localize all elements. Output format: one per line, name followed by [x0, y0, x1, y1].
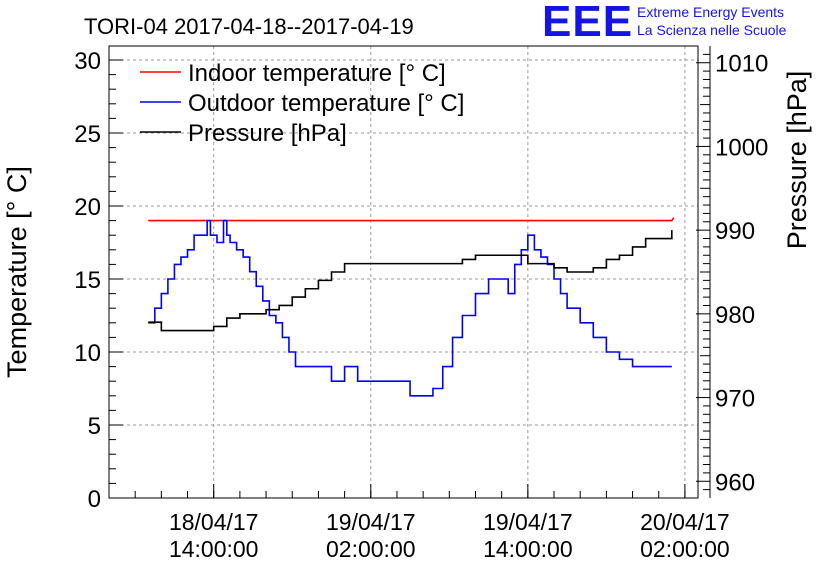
indoor-temperature-line: [148, 217, 675, 222]
y-tick-label: 25: [74, 121, 101, 148]
chart-title: TORI-04 2017-04-18--2017-04-19: [84, 14, 414, 39]
legend: Indoor temperature [° C] Outdoor temperat…: [140, 60, 464, 147]
y2-tick-label: 970: [715, 386, 755, 413]
x-tick-label-date: 20/04/17: [640, 509, 730, 535]
eee-logo-mark: EEE: [542, 0, 634, 46]
x-tick-label-date: 18/04/17: [169, 509, 259, 535]
y2-tick-label: 960: [715, 469, 755, 496]
pressure-line: [148, 230, 673, 332]
y-axis-title: Temperature [° C]: [2, 166, 32, 378]
y-tick-label: 15: [74, 267, 101, 294]
y-tick-label: 0: [88, 486, 101, 513]
eee-logo-line1: Extreme Energy Events: [637, 4, 785, 20]
x-tick-label-date: 19/04/17: [483, 509, 573, 535]
y2-axis-title: Pressure [hPa]: [782, 71, 812, 250]
x-tick-label-time: 14:00:00: [483, 536, 573, 562]
y2-tick-label: 980: [715, 302, 755, 329]
axes-layer: 0 5 10 15 20 25 30 960 970 980 990 1000 1010 18/04/17…: [74, 48, 768, 562]
outdoor-temperature-line: [148, 219, 672, 397]
plot-frame: [108, 45, 699, 499]
y-tick-label: 20: [74, 194, 101, 221]
x-tick-label-time: 02:00:00: [326, 536, 416, 562]
legend-indoor-label: Indoor temperature [° C]: [188, 60, 446, 87]
eee-logo-line2: La Scienza nelle Scuole: [637, 22, 787, 38]
y-tick-label: 30: [74, 48, 101, 75]
legend-pressure-label: Pressure [hPa]: [188, 120, 347, 147]
y2-tick-label: 1010: [715, 51, 768, 78]
y2-tick-label: 990: [715, 218, 755, 245]
series-layer: [148, 217, 675, 397]
grid-lines: [109, 46, 698, 498]
y-tick-label: 5: [88, 413, 101, 440]
legend-outdoor-label: Outdoor temperature [° C]: [188, 90, 464, 117]
x-tick-label-date: 19/04/17: [326, 509, 416, 535]
x-tick-label-time: 14:00:00: [169, 536, 259, 562]
y-tick-label: 10: [74, 340, 101, 367]
y2-tick-label: 1000: [715, 134, 768, 161]
x-tick-label-time: 02:00:00: [640, 536, 730, 562]
